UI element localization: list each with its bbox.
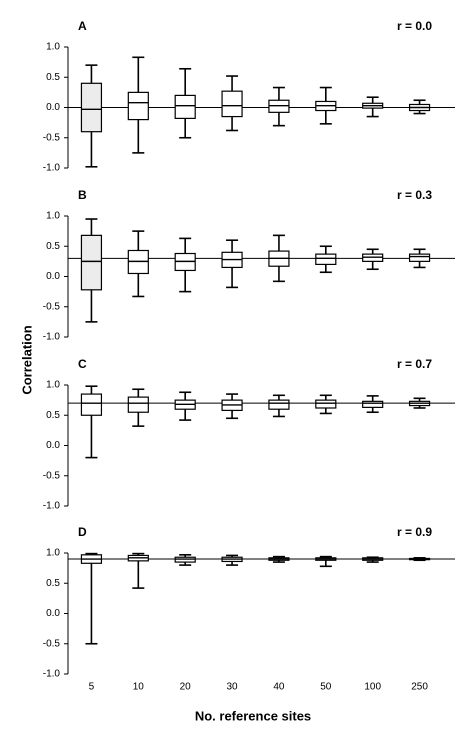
y-tick-label: 1.0 (46, 211, 60, 222)
box (174, 94, 196, 119)
y-tick-label: -0.5 (43, 638, 61, 649)
panel-label: C (78, 357, 87, 371)
y-tick-label: -0.5 (43, 470, 61, 481)
y-tick-label: 0.5 (46, 241, 60, 252)
box (127, 91, 149, 121)
box (127, 396, 149, 413)
x-tick-label: 250 (411, 682, 428, 693)
y-tick-label: -0.5 (43, 301, 61, 312)
box (362, 400, 384, 408)
y-tick-label: 1.0 (46, 42, 60, 53)
y-tick-label: 0.5 (46, 578, 60, 589)
box (80, 82, 103, 133)
x-tick-label: 5 (89, 682, 95, 693)
x-tick-label: 50 (320, 682, 332, 693)
annotation: r = 0.7 (397, 357, 432, 371)
x-tick-label: 40 (273, 682, 285, 693)
box (408, 253, 431, 262)
y-tick-label: 0.5 (46, 72, 60, 83)
y-tick-label: -1.0 (43, 669, 61, 680)
y-axis-title: Correlation (19, 325, 34, 394)
annotation: r = 0.9 (397, 525, 432, 539)
box (315, 253, 337, 266)
box (80, 393, 103, 416)
y-tick-label: -1.0 (43, 501, 61, 512)
y-tick-label: 1.0 (46, 380, 60, 391)
panel-label: D (78, 525, 87, 539)
y-tick-label: 0.0 (46, 102, 60, 113)
x-axis-title: No. reference sites (195, 708, 311, 723)
box (80, 234, 103, 291)
box (268, 399, 290, 410)
annotation: r = 0.0 (397, 19, 432, 33)
panel-label: A (78, 19, 87, 33)
box (221, 90, 243, 118)
y-tick-label: -1.0 (43, 163, 61, 174)
x-tick-label: 10 (133, 682, 145, 693)
y-tick-label: -0.5 (43, 132, 61, 143)
x-tick-label: 100 (364, 682, 381, 693)
panel-label: B (78, 188, 87, 202)
y-tick-label: 0.0 (46, 440, 60, 451)
x-tick-label: 30 (227, 682, 239, 693)
y-tick-label: 0.0 (46, 271, 60, 282)
y-tick-label: -1.0 (43, 332, 61, 343)
y-tick-label: 0.0 (46, 608, 60, 619)
box (315, 399, 337, 409)
annotation: r = 0.3 (397, 188, 432, 202)
y-tick-label: 0.5 (46, 410, 60, 421)
x-tick-label: 20 (180, 682, 192, 693)
y-tick-label: 1.0 (46, 548, 60, 559)
